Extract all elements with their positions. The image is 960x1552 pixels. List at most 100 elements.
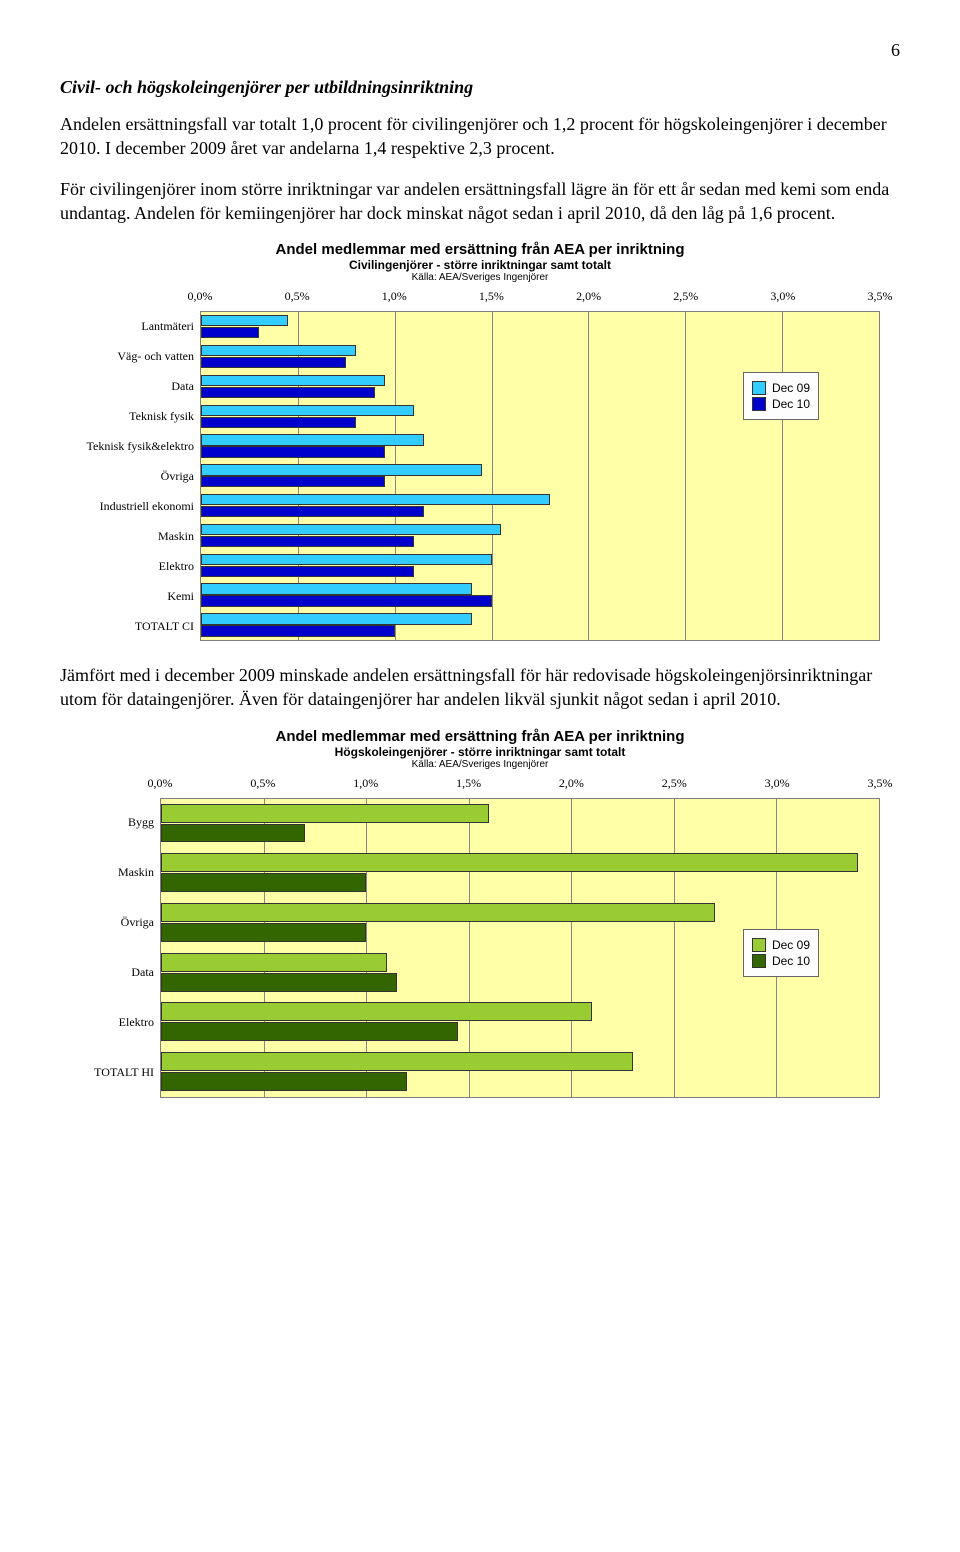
data-bar bbox=[201, 506, 424, 517]
data-bar bbox=[161, 903, 715, 922]
category-label: Elektro bbox=[60, 551, 200, 581]
category-label: Lantmäteri bbox=[60, 311, 200, 341]
paragraph-1: Andelen ersättningsfall var totalt 1,0 p… bbox=[60, 112, 900, 161]
data-bar bbox=[201, 315, 288, 326]
document-page: 6 Civil- och högskoleingenjörer per utbi… bbox=[0, 0, 960, 1160]
x-tick-label: 2,0% bbox=[576, 289, 601, 304]
data-bar bbox=[201, 464, 482, 475]
data-bar bbox=[201, 417, 356, 428]
category-label: Teknisk fysik&elektro bbox=[60, 431, 200, 461]
x-tick-label: 2,5% bbox=[662, 776, 687, 791]
data-bar bbox=[201, 405, 414, 416]
paragraph-2: För civilingenjörer inom större inriktni… bbox=[60, 177, 900, 226]
bar-row bbox=[201, 521, 879, 551]
category-label: Maskin bbox=[60, 521, 200, 551]
bar-row bbox=[201, 551, 879, 581]
data-bar bbox=[201, 476, 385, 487]
category-label: TOTALT CI bbox=[60, 611, 200, 641]
page-number: 6 bbox=[60, 40, 900, 61]
data-bar bbox=[201, 327, 259, 338]
data-bar bbox=[201, 494, 550, 505]
data-bar bbox=[201, 554, 492, 565]
category-label: Industriell ekonomi bbox=[60, 491, 200, 521]
data-bar bbox=[201, 613, 472, 624]
plot-area: Dec 09 Dec 10 bbox=[160, 798, 880, 1098]
data-bar bbox=[161, 953, 387, 972]
chart-source: Källa: AEA/Sveriges Ingenjörer bbox=[60, 759, 900, 770]
x-tick-label: 1,5% bbox=[479, 289, 504, 304]
bar-row bbox=[201, 312, 879, 342]
y-axis-labels: ByggMaskinÖvrigaDataElektroTOTALT HI bbox=[60, 798, 160, 1098]
bar-row bbox=[201, 342, 879, 372]
data-bar bbox=[161, 804, 489, 823]
chart-legend: Dec 09 Dec 10 bbox=[743, 929, 819, 977]
x-tick-label: 2,5% bbox=[673, 289, 698, 304]
data-bar bbox=[161, 853, 858, 872]
x-axis: 0,0%0,5%1,0%1,5%2,0%2,5%3,0%3,5% bbox=[200, 289, 880, 307]
x-tick-label: 3,0% bbox=[765, 776, 790, 791]
category-label: Data bbox=[60, 371, 200, 401]
legend-swatch bbox=[752, 954, 766, 968]
section-heading: Civil- och högskoleingenjörer per utbild… bbox=[60, 77, 900, 98]
category-label: Elektro bbox=[60, 998, 160, 1048]
data-bar bbox=[201, 434, 424, 445]
chart-hogskoleingenjorer: Andel medlemmar med ersättning från AEA … bbox=[60, 728, 900, 1098]
bar-row bbox=[161, 1047, 879, 1097]
x-tick-label: 3,0% bbox=[770, 289, 795, 304]
data-bar bbox=[201, 446, 385, 457]
chart-source: Källa: AEA/Sveriges Ingenjörer bbox=[60, 272, 900, 283]
data-bar bbox=[161, 1072, 407, 1091]
data-bar bbox=[201, 625, 395, 636]
data-bar bbox=[201, 595, 492, 606]
data-bar bbox=[161, 1052, 633, 1071]
category-label: Maskin bbox=[60, 848, 160, 898]
chart-title-sub: Högskoleingenjörer - större inriktningar… bbox=[60, 745, 900, 759]
data-bar bbox=[201, 345, 356, 356]
x-tick-label: 3,5% bbox=[868, 289, 893, 304]
y-axis-labels: LantmäteriVäg- och vattenDataTeknisk fys… bbox=[60, 311, 200, 641]
legend-swatch bbox=[752, 938, 766, 952]
data-bar bbox=[201, 566, 414, 577]
data-bar bbox=[201, 357, 346, 368]
chart-civilingenjorer: Andel medlemmar med ersättning från AEA … bbox=[60, 241, 900, 641]
x-tick-label: 0,5% bbox=[250, 776, 275, 791]
x-tick-label: 0,0% bbox=[188, 289, 213, 304]
data-bar bbox=[201, 583, 472, 594]
data-bar bbox=[201, 536, 414, 547]
chart-title: Andel medlemmar med ersättning från AEA … bbox=[60, 728, 900, 770]
bar-row bbox=[201, 581, 879, 611]
category-label: TOTALT HI bbox=[60, 1048, 160, 1098]
chart-title-sub: Civilingenjörer - större inriktningar sa… bbox=[60, 258, 900, 272]
paragraph-3: Jämfört med i december 2009 minskade and… bbox=[60, 663, 900, 712]
legend-swatch bbox=[752, 381, 766, 395]
data-bar bbox=[201, 375, 385, 386]
plot-area: Dec 09 Dec 10 bbox=[200, 311, 880, 641]
data-bar bbox=[161, 824, 305, 843]
legend-label: Dec 10 bbox=[772, 954, 810, 968]
chart-legend: Dec 09 Dec 10 bbox=[743, 372, 819, 420]
data-bar bbox=[161, 973, 397, 992]
bar-row bbox=[201, 431, 879, 461]
category-label: Övriga bbox=[60, 898, 160, 948]
legend-item: Dec 09 bbox=[752, 381, 810, 395]
x-tick-label: 1,0% bbox=[353, 776, 378, 791]
x-tick-label: 1,5% bbox=[456, 776, 481, 791]
data-bar bbox=[161, 1022, 458, 1041]
legend-item: Dec 10 bbox=[752, 954, 810, 968]
bar-row bbox=[201, 491, 879, 521]
category-label: Kemi bbox=[60, 581, 200, 611]
data-bar bbox=[161, 1002, 592, 1021]
category-label: Teknisk fysik bbox=[60, 401, 200, 431]
data-bar bbox=[161, 873, 366, 892]
x-tick-label: 1,0% bbox=[382, 289, 407, 304]
legend-label: Dec 10 bbox=[772, 397, 810, 411]
chart-title-main: Andel medlemmar med ersättning från AEA … bbox=[60, 241, 900, 258]
legend-swatch bbox=[752, 397, 766, 411]
legend-item: Dec 09 bbox=[752, 938, 810, 952]
bar-row bbox=[201, 610, 879, 640]
bar-row bbox=[161, 799, 879, 849]
x-tick-label: 0,0% bbox=[148, 776, 173, 791]
bar-row bbox=[161, 997, 879, 1047]
chart-title-main: Andel medlemmar med ersättning från AEA … bbox=[60, 728, 900, 745]
legend-label: Dec 09 bbox=[772, 938, 810, 952]
